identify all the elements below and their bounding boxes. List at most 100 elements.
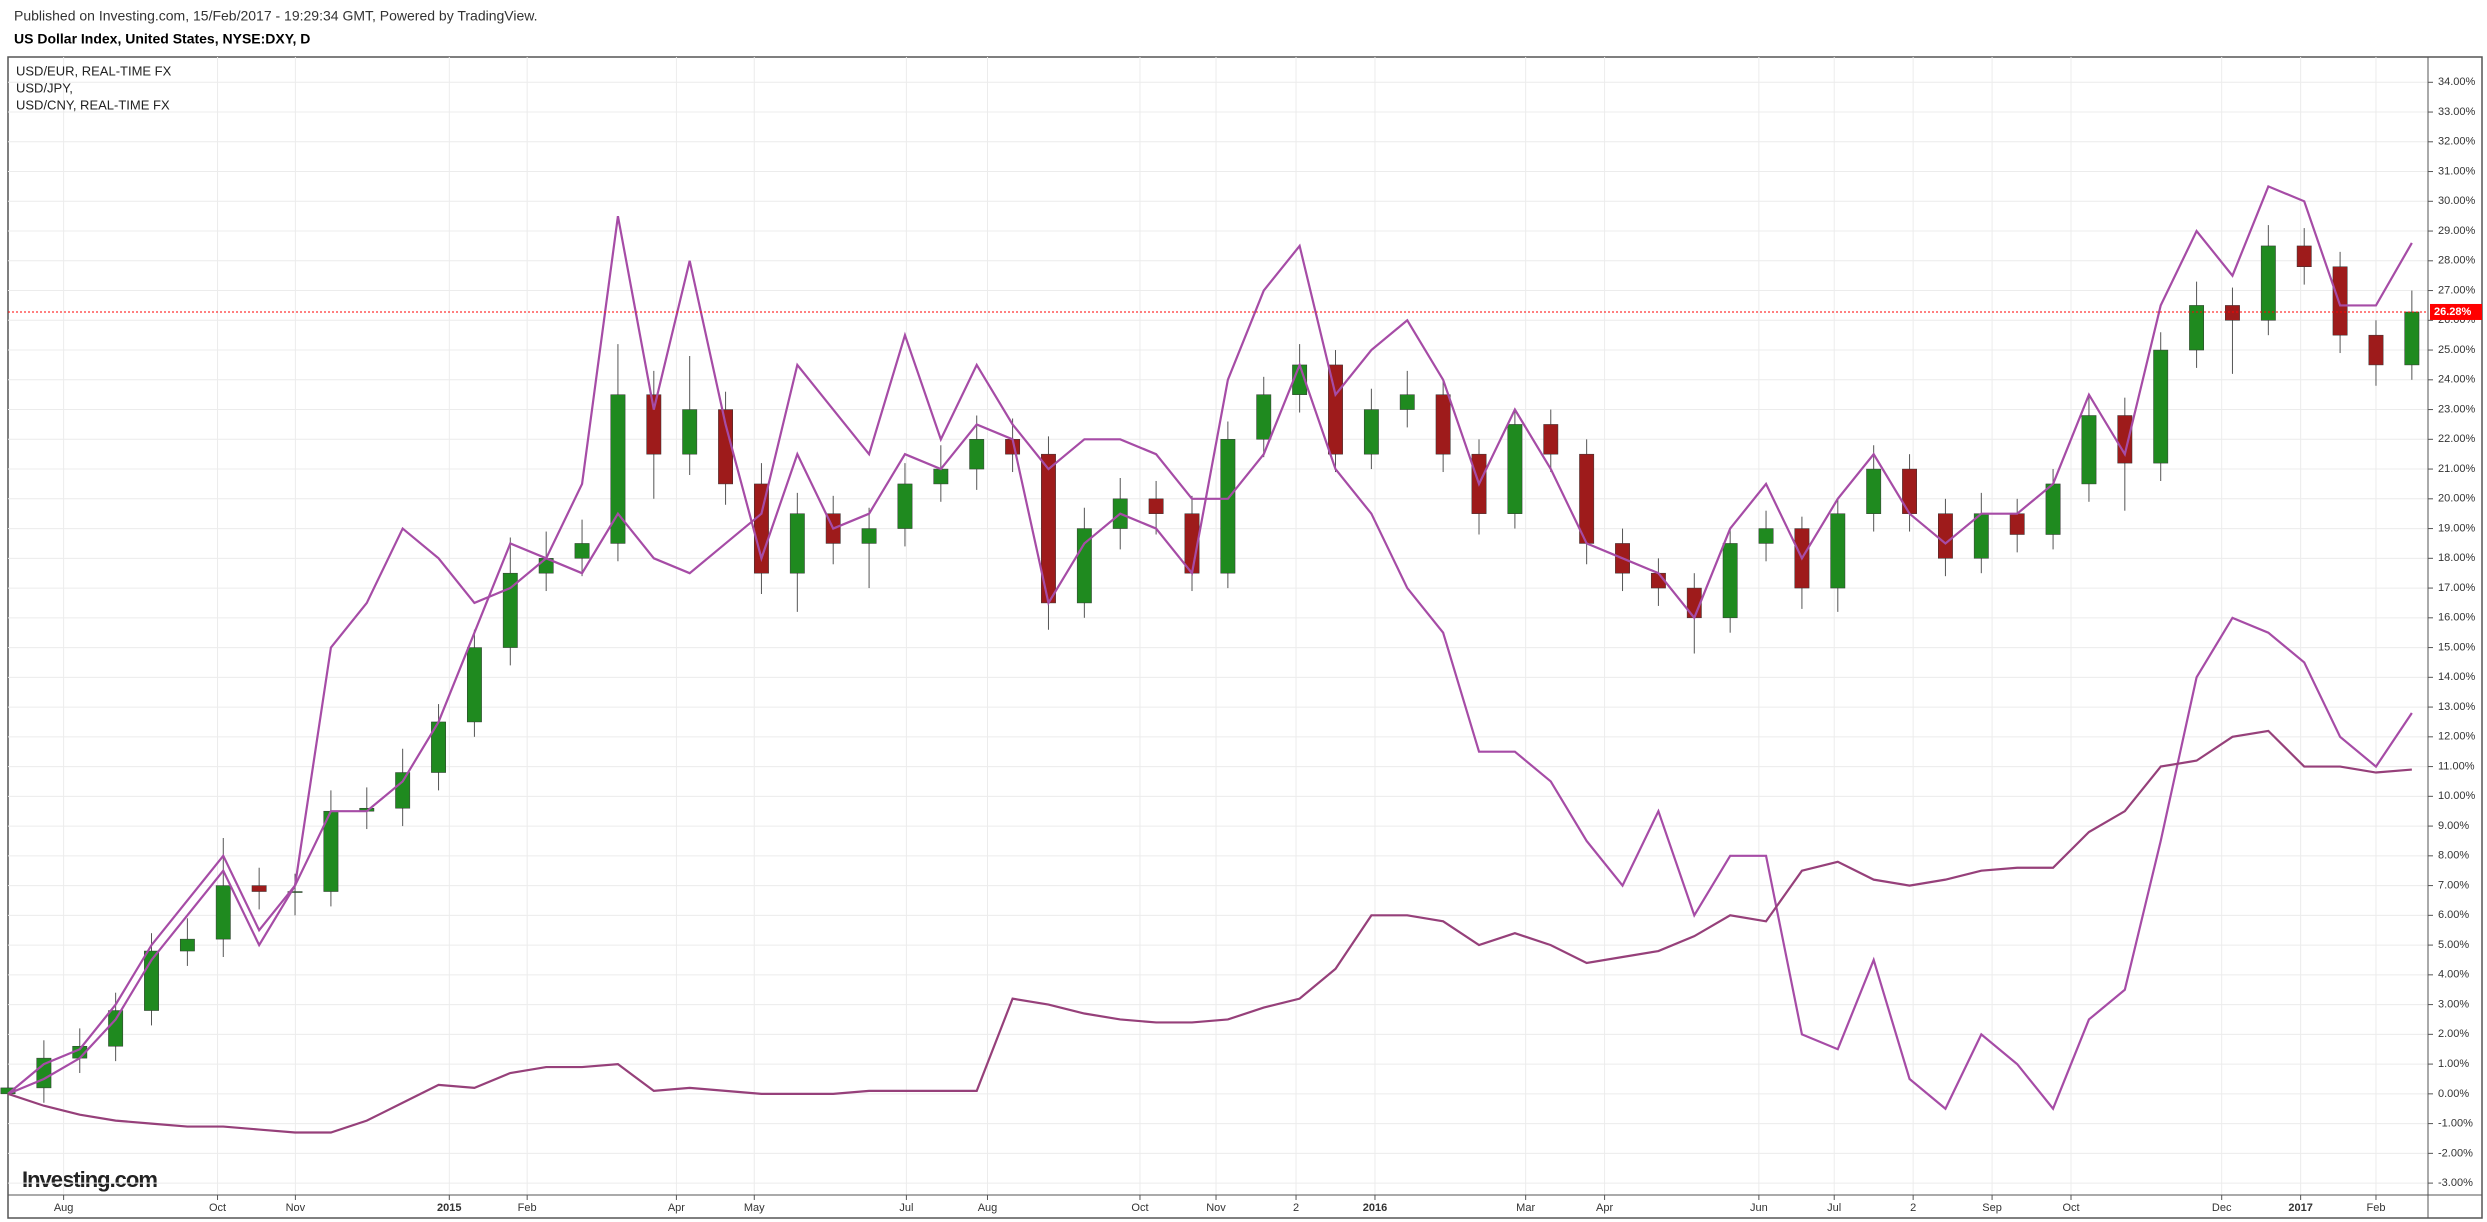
candle-body — [2117, 415, 2133, 464]
x-tick-label: 2015 — [437, 1202, 461, 1214]
x-tick-label: Apr — [668, 1202, 685, 1214]
candle-body — [718, 409, 733, 485]
x-tick-label: 2 — [1293, 1202, 1299, 1214]
grid — [8, 57, 2428, 1195]
candle-body — [1148, 498, 1164, 514]
candle-body — [574, 543, 590, 559]
x-tick-label: Feb — [518, 1202, 537, 1214]
y-tick-label: 15.00% — [2438, 641, 2476, 653]
y-tick-label: -3.00% — [2438, 1177, 2473, 1189]
candle-body — [897, 483, 913, 529]
y-tick-label: 3.00% — [2438, 998, 2469, 1010]
candle-body — [1758, 528, 1774, 544]
series-line — [7, 331, 2413, 1111]
candle-body — [2296, 245, 2312, 267]
candle-body — [2225, 305, 2240, 321]
candle-body — [2153, 349, 2169, 464]
candle-body — [2189, 305, 2205, 351]
series-line — [7, 729, 2412, 1134]
candle-body — [1363, 409, 1379, 455]
y-tick-label: 18.00% — [2438, 552, 2476, 564]
candle-body — [1579, 453, 1595, 544]
candle-body — [2045, 483, 2061, 535]
candle-body — [251, 885, 267, 892]
y-tick-label: 23.00% — [2438, 403, 2476, 415]
candle-body — [1973, 513, 1989, 559]
x-tick-label: Mar — [1516, 1202, 1535, 1214]
last-value-box — [2430, 303, 2482, 320]
x-tick-label: Jun — [1750, 1202, 1768, 1214]
y-tick-label: 33.00% — [2438, 106, 2476, 118]
candle-body — [682, 409, 698, 455]
candle-body — [1256, 394, 1272, 440]
watermark: Investing.com — [22, 1167, 157, 1192]
x-tick-label: Oct — [2062, 1202, 2079, 1214]
candle-body — [2332, 266, 2348, 336]
candle-body — [646, 394, 662, 455]
y-tick-label: 22.00% — [2438, 433, 2476, 445]
header: Published on Investing.com, 15/Feb/2017 … — [14, 8, 538, 24]
y-tick-label: 7.00% — [2438, 879, 2469, 891]
candle-body — [108, 1010, 124, 1047]
x-tick-label: Nov — [1206, 1202, 1226, 1214]
y-tick-label: 9.00% — [2438, 820, 2469, 832]
candle-body — [1328, 364, 1343, 455]
x-tick-label: Apr — [1596, 1202, 1613, 1214]
y-tick-label: 14.00% — [2438, 671, 2476, 683]
y-tick-label: 6.00% — [2438, 909, 2469, 921]
chart-title: US Dollar Index, United States, NYSE:DXY… — [14, 31, 310, 47]
y-tick-label: -2.00% — [2438, 1147, 2473, 1159]
candle-body — [1507, 424, 1523, 514]
candle-body — [789, 513, 805, 574]
candle-body — [1866, 468, 1882, 514]
y-tick-label: 25.00% — [2438, 344, 2476, 356]
x-tick-label: 2016 — [1363, 1202, 1387, 1214]
y-tick-label: 31.00% — [2438, 165, 2476, 177]
candle-body — [502, 572, 518, 648]
x-tick-label: Sep — [1982, 1202, 2002, 1214]
x-tick-label: Oct — [1131, 1202, 1148, 1214]
x-tick-label: Feb — [2366, 1202, 2385, 1214]
x-tick-label: May — [744, 1202, 765, 1214]
y-tick-label: 19.00% — [2438, 522, 2476, 534]
candle-body — [179, 938, 195, 952]
candle-body — [395, 772, 411, 809]
x-tick-label: Aug — [978, 1202, 998, 1214]
candle-body — [2404, 311, 2420, 366]
y-tick-label: -1.00% — [2438, 1118, 2473, 1130]
y-tick-label: 11.00% — [2438, 760, 2475, 772]
candle-body — [2009, 513, 2025, 535]
x-tick-label: Jul — [1827, 1202, 1841, 1214]
y-tick-label: 17.00% — [2438, 582, 2476, 594]
legend-entry: USD/CNY, REAL-TIME FX — [16, 97, 170, 112]
y-tick-label: 29.00% — [2438, 225, 2476, 237]
y-tick-label: 13.00% — [2438, 701, 2476, 713]
x-tick-label: Oct — [209, 1202, 226, 1214]
y-tick-label: 16.00% — [2438, 612, 2476, 624]
candle-body — [1543, 424, 1559, 455]
x-tick-label: 2 — [1910, 1202, 1916, 1214]
frame — [7, 56, 2483, 1219]
candle-body — [610, 394, 626, 544]
candle-body — [2081, 415, 2097, 485]
y-tick-label: 10.00% — [2438, 790, 2476, 802]
candle-body — [933, 468, 949, 485]
candle-body — [1399, 394, 1415, 410]
y-tick-label: 4.00% — [2438, 969, 2469, 981]
x-tick-label: Dec — [2212, 1202, 2232, 1214]
candle-body — [1722, 543, 1738, 619]
candle-body — [2260, 245, 2276, 321]
y-tick-label: 1.00% — [2438, 1058, 2469, 1070]
y-tick-label: 20.00% — [2438, 493, 2476, 505]
x-tick-label: Nov — [286, 1202, 306, 1214]
y-tick-label: 8.00% — [2438, 850, 2469, 862]
candle-body — [1220, 439, 1236, 574]
candle-body — [1076, 528, 1092, 604]
y-tick-label: 12.00% — [2438, 731, 2476, 743]
legend-entry: USD/JPY, — [16, 80, 73, 95]
series-line — [7, 184, 2413, 1095]
y-tick-label: 2.00% — [2438, 1028, 2469, 1040]
candle-body — [466, 647, 482, 723]
